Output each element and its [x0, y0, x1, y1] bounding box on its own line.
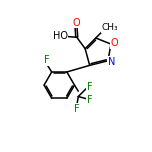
Text: F: F — [74, 104, 80, 114]
Text: HO: HO — [53, 31, 67, 41]
Text: CH₃: CH₃ — [102, 23, 118, 32]
Text: F: F — [86, 95, 92, 105]
Text: F: F — [43, 55, 49, 65]
Text: F: F — [86, 82, 92, 92]
Text: N: N — [108, 57, 115, 67]
Text: O: O — [72, 18, 80, 28]
Text: O: O — [111, 38, 118, 48]
